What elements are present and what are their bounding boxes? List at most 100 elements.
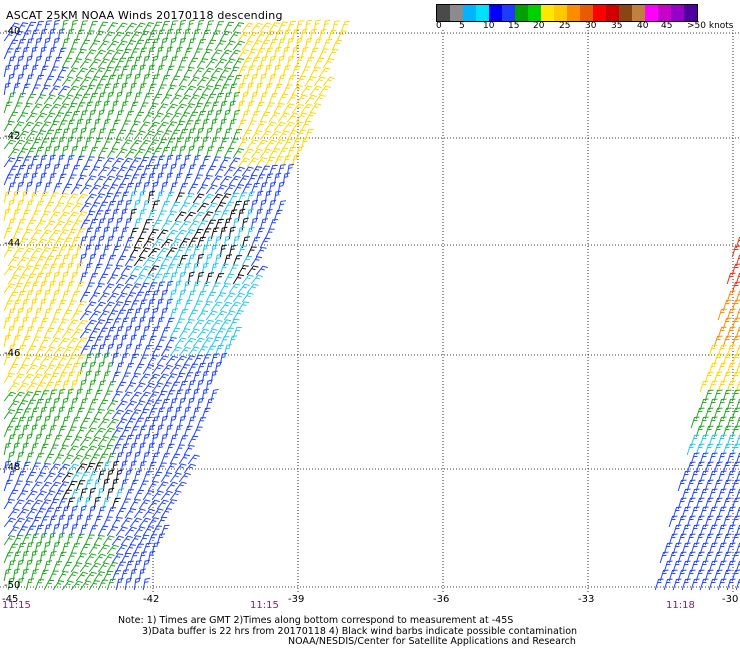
wind-barb	[17, 560, 24, 572]
wind-barb	[71, 185, 82, 194]
wind-barb	[283, 173, 290, 185]
wind-barb	[53, 436, 62, 446]
wind-barb	[179, 329, 190, 338]
wind-barb	[67, 553, 77, 563]
wind-barb	[139, 481, 149, 491]
wind-barb	[121, 121, 130, 131]
wind-barb	[148, 191, 155, 203]
wind-barb	[107, 275, 118, 284]
wind-barb	[35, 454, 44, 464]
wind-barb	[220, 284, 231, 294]
wind-barb	[161, 473, 172, 482]
wind-barb	[188, 58, 198, 68]
wind-barb	[35, 164, 42, 176]
wind-barb	[274, 191, 281, 203]
wind-barb	[152, 346, 162, 356]
wind-barb	[179, 455, 190, 464]
wind-barb	[148, 443, 155, 455]
wind-barb	[125, 326, 132, 338]
wind-barb	[287, 38, 294, 50]
wind-barb	[143, 308, 150, 320]
wind-barb	[215, 362, 222, 374]
wind-barb	[179, 20, 186, 32]
wind-barb	[31, 337, 41, 347]
wind-barb	[247, 121, 257, 131]
wind-barb	[202, 263, 209, 275]
wind-barb	[103, 139, 112, 149]
wind-barb	[193, 301, 203, 311]
wind-barb	[130, 500, 141, 510]
wind-barb	[709, 579, 717, 590]
wind-barb	[727, 579, 735, 590]
wind-barb	[107, 401, 118, 410]
wind-barb	[53, 20, 60, 32]
wind-barb	[673, 579, 681, 590]
wind-barb	[71, 380, 78, 392]
wind-barb	[247, 247, 257, 257]
wind-barb	[332, 40, 342, 50]
lat-label: -46	[4, 348, 20, 359]
wind-barb	[157, 85, 166, 95]
wind-barb	[170, 328, 180, 338]
wind-barb	[17, 113, 28, 122]
wind-barb	[89, 293, 100, 302]
wind-barb	[341, 22, 350, 32]
wind-barb	[251, 74, 258, 86]
wind-barb	[44, 580, 54, 590]
wind-barb	[197, 166, 206, 176]
wind-barb	[134, 490, 144, 500]
wind-barb	[215, 293, 226, 302]
wind-barb	[256, 248, 267, 258]
wind-barb	[211, 371, 218, 383]
wind-barb	[157, 211, 167, 221]
lat-label: -40	[4, 26, 20, 37]
wind-barb	[166, 212, 177, 222]
wind-barb	[80, 418, 90, 428]
wind-barb	[40, 85, 50, 95]
wind-barb	[161, 221, 172, 230]
wind-barb	[242, 256, 252, 266]
wind-barb	[736, 579, 740, 590]
wind-barb	[103, 517, 113, 527]
wind-barb	[310, 68, 321, 78]
wind-barb	[220, 245, 227, 257]
wind-barb	[179, 146, 186, 158]
wind-barb	[170, 76, 180, 86]
wind-barb	[8, 490, 18, 500]
wind-barb	[58, 572, 68, 582]
wind-barb	[116, 130, 126, 140]
wind-barb	[134, 112, 144, 122]
time-label: 11:15	[2, 600, 31, 611]
wind-barb	[139, 103, 148, 113]
wind-barb	[22, 317, 29, 329]
wind-barb	[125, 490, 134, 500]
wind-barb	[184, 407, 191, 419]
wind-barb	[58, 155, 65, 167]
wind-barb	[49, 571, 59, 581]
wind-barb	[44, 202, 54, 212]
wind-barb	[22, 103, 32, 113]
wind-barb	[179, 398, 186, 410]
wind-barb	[89, 526, 98, 536]
wind-barb	[188, 310, 198, 320]
wind-barb	[103, 391, 113, 401]
wind-barb	[170, 202, 180, 212]
wind-barb	[89, 362, 96, 374]
wind-barb	[170, 454, 180, 464]
wind-barb	[4, 500, 15, 510]
wind-barb	[125, 364, 134, 374]
wind-barb	[67, 301, 77, 311]
wind-barb	[292, 86, 303, 96]
wind-barb	[31, 463, 41, 473]
wind-barb	[85, 283, 95, 293]
wind-barb	[17, 182, 24, 194]
wind-barb	[197, 59, 208, 68]
wind-barb	[53, 146, 60, 158]
wind-barb	[112, 392, 123, 402]
wind-barb	[301, 67, 311, 77]
lat-label: -50	[4, 580, 20, 591]
wind-barb	[175, 445, 185, 455]
wind-barb	[251, 257, 262, 266]
wind-barb	[184, 67, 194, 77]
wind-barb	[305, 77, 316, 86]
